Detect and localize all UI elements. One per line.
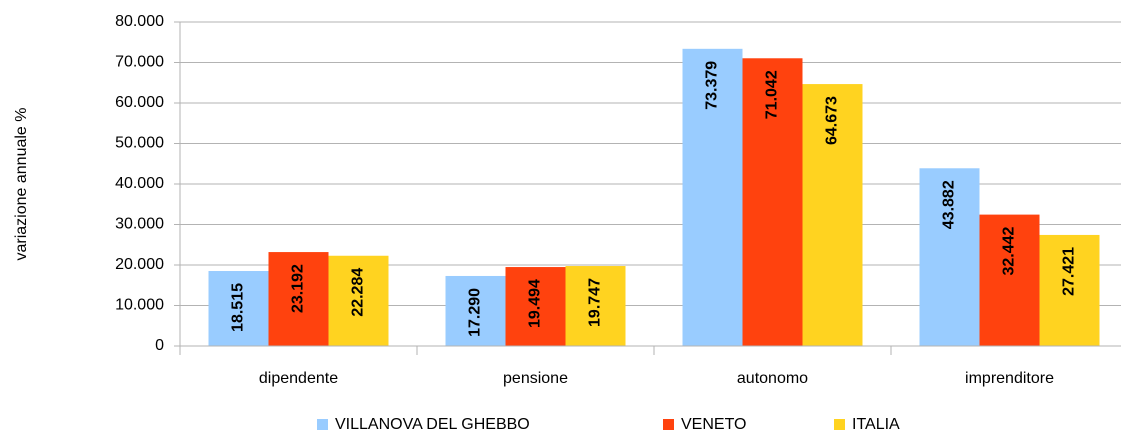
data-label: 19.494 — [527, 279, 544, 328]
data-label: 17.290 — [467, 288, 484, 337]
data-label: 43.882 — [941, 180, 958, 229]
data-label: 64.673 — [824, 96, 841, 145]
x-tick-label: imprenditore — [965, 370, 1054, 387]
y-tick-label: 40.000 — [115, 175, 164, 192]
y-tick-label: 80.000 — [115, 13, 164, 30]
y-tick-label: 0 — [155, 337, 164, 354]
bar — [445, 275, 506, 346]
data-label: 27.421 — [1061, 247, 1078, 296]
y-tick-label: 50.000 — [115, 135, 164, 152]
data-label: 73.379 — [704, 61, 721, 110]
legend-swatch — [663, 419, 674, 430]
x-tick-label: pensione — [503, 370, 568, 387]
data-label: 32.442 — [1001, 227, 1018, 276]
x-tick-label: dipendente — [259, 370, 338, 387]
bar — [919, 168, 980, 346]
legend-swatch — [317, 419, 328, 430]
bar — [979, 214, 1040, 346]
bar — [208, 271, 269, 346]
y-tick-label: 20.000 — [115, 256, 164, 273]
data-label: 71.042 — [764, 70, 781, 119]
legend-label: VILLANOVA DEL GHEBBO — [335, 416, 530, 433]
bar — [1039, 234, 1100, 346]
y-tick-label: 70.000 — [115, 54, 164, 71]
legend-label: VENETO — [681, 416, 747, 433]
bar — [505, 267, 566, 346]
y-tick-label: 30.000 — [115, 216, 164, 233]
x-tick-label: autonomo — [737, 370, 808, 387]
data-label: 23.192 — [290, 264, 307, 313]
bar — [565, 266, 626, 346]
data-label: 19.747 — [587, 278, 604, 327]
legend-swatch — [834, 419, 845, 430]
data-label: 22.284 — [350, 268, 367, 317]
bar — [802, 84, 863, 347]
bar — [328, 255, 389, 346]
y-tick-label: 10.000 — [115, 297, 164, 314]
data-label: 18.515 — [230, 283, 247, 332]
bar — [268, 252, 329, 346]
y-tick-label: 60.000 — [115, 94, 164, 111]
y-axis-label: variazione annuale % — [13, 108, 30, 261]
legend-label: ITALIA — [852, 416, 900, 433]
bar — [742, 58, 803, 346]
bar — [682, 48, 743, 346]
